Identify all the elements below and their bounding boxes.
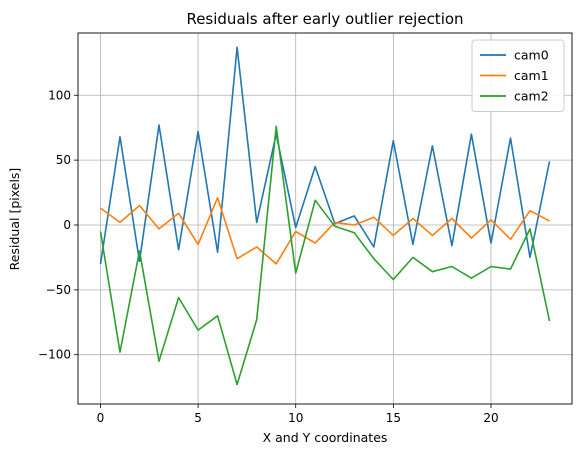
plot-frame — [77, 32, 573, 405]
y-tick-label: −100 — [38, 348, 71, 362]
y-tick-label: 100 — [48, 88, 71, 102]
x-tick-label: 20 — [483, 411, 498, 425]
series-line-cam0 — [99, 46, 551, 265]
legend-label-cam0: cam0 — [514, 48, 549, 63]
legend-label-cam1: cam1 — [514, 68, 549, 83]
x-tick-label: 15 — [386, 411, 401, 425]
y-tick-label: 50 — [56, 153, 71, 167]
x-axis-label: X and Y coordinates — [263, 430, 388, 445]
legend-label-cam2: cam2 — [514, 89, 549, 104]
x-tick-label: 5 — [194, 411, 202, 425]
chart-title: Residuals after early outlier rejection — [186, 10, 463, 28]
series-line-cam1 — [100, 196, 550, 265]
x-tick-label: 0 — [97, 411, 105, 425]
legend: cam0 cam1 cam2 — [471, 39, 565, 112]
legend-box — [471, 39, 565, 112]
x-tick-label: 10 — [288, 411, 303, 425]
axis-ticks: 0 5 10 15 20 −100 −50 0 50 100 — [38, 88, 499, 425]
series-line-cam2 — [99, 125, 551, 386]
y-axis-label: Residual [pixels] — [7, 168, 22, 271]
y-tick-label: 0 — [63, 218, 71, 232]
y-tick-label: −50 — [46, 283, 71, 297]
series-lines — [99, 46, 551, 386]
